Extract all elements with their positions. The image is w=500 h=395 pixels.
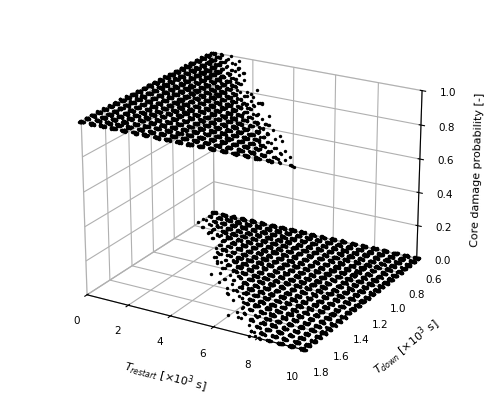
X-axis label: $T_{restart}$ [$\times 10^3$ s]: $T_{restart}$ [$\times 10^3$ s]	[122, 357, 208, 395]
Y-axis label: $T_{down}$ [$\times 10^3$ s]: $T_{down}$ [$\times 10^3$ s]	[370, 315, 444, 379]
